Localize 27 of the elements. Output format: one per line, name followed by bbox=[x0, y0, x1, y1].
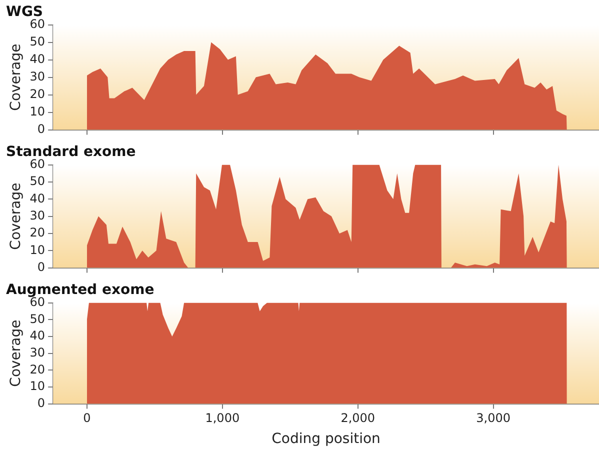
y-tick-label: 20 bbox=[30, 362, 46, 376]
y-tick-label: 40 bbox=[30, 52, 46, 66]
y-tick-label: 10 bbox=[30, 242, 46, 257]
x-tick-label: 0 bbox=[83, 411, 91, 426]
y-tick-label: 30 bbox=[30, 69, 46, 84]
y-tick-label: 40 bbox=[30, 328, 46, 343]
y-tick-label: 50 bbox=[30, 174, 46, 188]
x-axis-title: Coding position bbox=[272, 431, 380, 448]
x-tick-label: 3,000 bbox=[476, 411, 511, 426]
y-tick-label: 0 bbox=[37, 122, 46, 136]
y-tick-label: 10 bbox=[30, 104, 46, 118]
y-tick-label: 20 bbox=[30, 86, 46, 101]
y-axis-title: Coverage bbox=[8, 44, 24, 111]
y-tick-label: 0 bbox=[37, 396, 46, 410]
y-tick-label: 0 bbox=[37, 260, 46, 274]
y-axis-title: Coverage bbox=[8, 182, 24, 250]
y-tick-label: 40 bbox=[30, 191, 46, 206]
y-tick-label: 20 bbox=[30, 226, 46, 240]
x-tick-label: 2,000 bbox=[340, 411, 376, 426]
y-tick-label: 50 bbox=[30, 312, 46, 326]
chart-title: Augmented exome bbox=[6, 282, 154, 298]
y-tick-label: 50 bbox=[30, 34, 46, 48]
y-tick-label: 30 bbox=[30, 345, 46, 360]
y-tick-label: 10 bbox=[30, 379, 46, 394]
x-tick-label: 1,000 bbox=[205, 411, 240, 426]
y-axis-title: Coverage bbox=[8, 320, 24, 387]
y-tick-label: 30 bbox=[30, 208, 46, 222]
